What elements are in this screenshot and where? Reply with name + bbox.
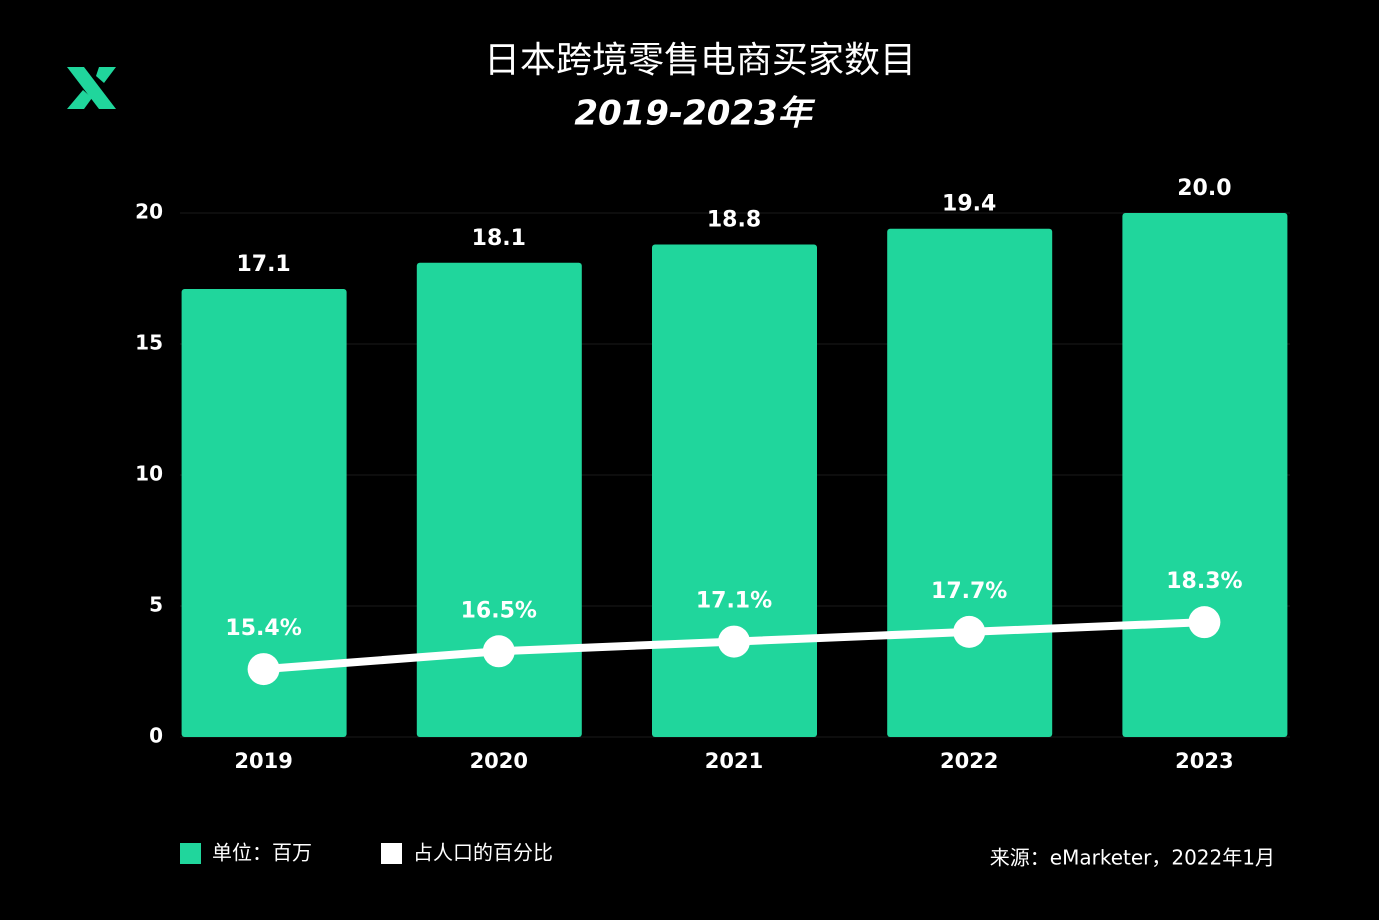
- bar: [181, 288, 347, 737]
- bar-value-label: 18.1: [472, 226, 526, 251]
- line-point: [247, 653, 280, 686]
- x-tick-label: 2023: [1175, 749, 1233, 773]
- chart-subtitle: 2019-2023年: [574, 94, 815, 134]
- y-tick-label: 20: [135, 200, 163, 224]
- chart-title: 日本跨境零售电商买家数目: [484, 40, 916, 81]
- bar: [1122, 213, 1288, 737]
- line-value-label: 16.5%: [461, 598, 537, 623]
- line-value-label: 15.4%: [225, 616, 301, 641]
- x-tick-label: 2019: [234, 749, 292, 773]
- legend-label: 单位：百万: [212, 841, 312, 865]
- bar-value-label: 17.1: [236, 252, 290, 277]
- line-value-label: 17.1%: [696, 589, 772, 614]
- source: 来源：eMarketer，2022年1月: [990, 846, 1275, 870]
- line-point: [718, 625, 750, 658]
- x-tick-label: 2022: [940, 749, 998, 773]
- y-tick-label: 5: [149, 593, 163, 617]
- line-point: [482, 635, 515, 668]
- line-value-label: 18.3%: [1166, 569, 1242, 594]
- bar: [652, 244, 817, 737]
- x-tick-label: 2020: [470, 749, 528, 773]
- logo: [67, 67, 116, 109]
- legend-swatch: [180, 843, 201, 864]
- bar: [416, 262, 582, 737]
- y-tick-label: 0: [149, 724, 163, 748]
- legend-swatch: [381, 843, 402, 864]
- line-point: [1188, 606, 1221, 639]
- y-tick-label: 15: [135, 331, 163, 355]
- y-tick-label: 10: [135, 462, 163, 486]
- x-tick-label: 2021: [705, 749, 763, 773]
- bar: [887, 228, 1053, 737]
- line-point: [953, 615, 986, 648]
- line-value-label: 17.7%: [931, 579, 1007, 604]
- bar-value-label: 18.8: [707, 207, 761, 232]
- bar-value-label: 20.0: [1177, 176, 1231, 201]
- legend-label: 占人口的百分比: [413, 841, 553, 865]
- bar-value-label: 19.4: [942, 192, 996, 217]
